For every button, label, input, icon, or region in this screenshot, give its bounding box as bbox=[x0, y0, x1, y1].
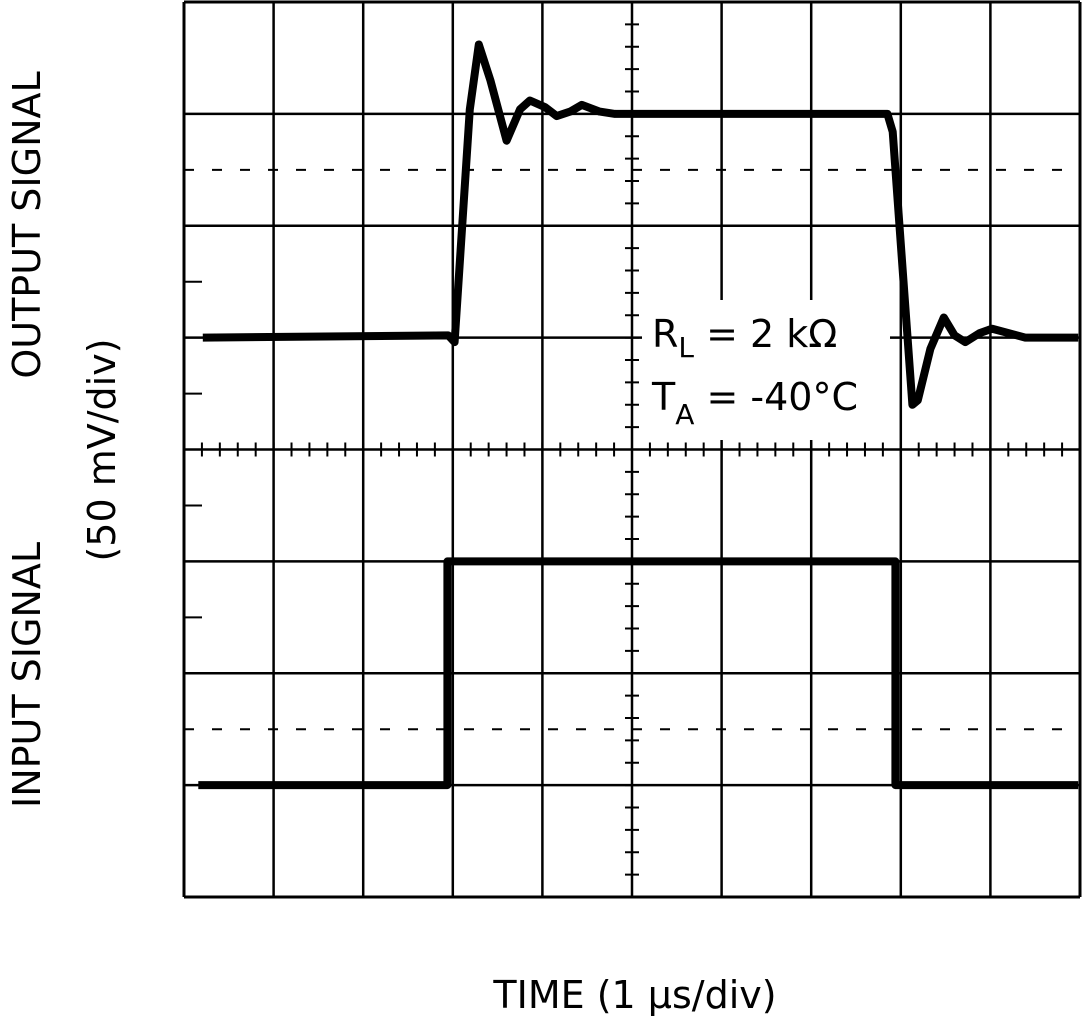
x-axis-label: TIME (1 µs/div) bbox=[492, 973, 776, 1017]
annotation-background bbox=[642, 300, 890, 440]
annotation-temp: TA = -40°C bbox=[651, 375, 858, 431]
input-signal-trace bbox=[198, 557, 1079, 790]
y-label-input: INPUT SIGNAL bbox=[5, 542, 49, 808]
grid bbox=[182, 0, 1082, 899]
y-label-scale: (50 mV/div) bbox=[80, 338, 124, 561]
traces bbox=[198, 40, 1079, 790]
output-signal-trace bbox=[202, 40, 1079, 409]
annotation-load: RL = 2 kΩ bbox=[652, 312, 837, 364]
y-label-output: OUTPUT SIGNAL bbox=[5, 71, 49, 378]
